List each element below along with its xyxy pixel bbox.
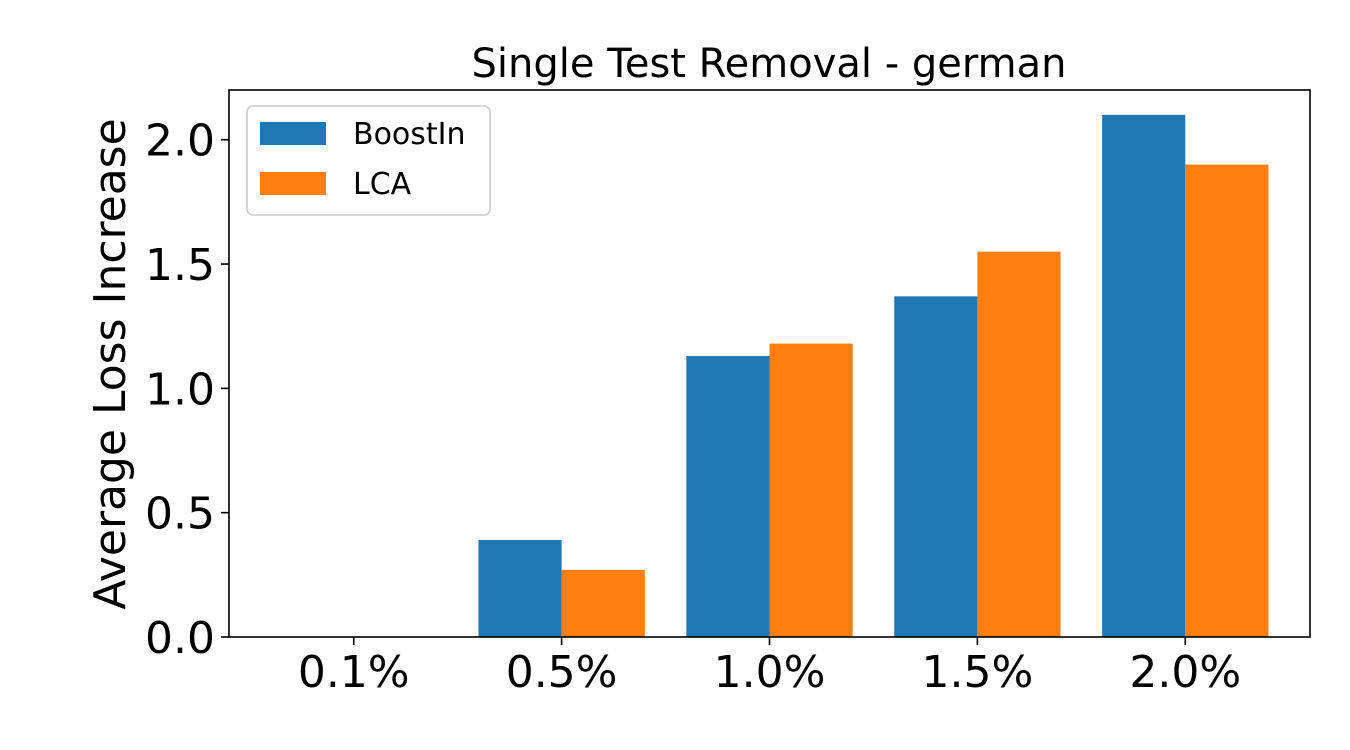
x-axis-ticks: 0.1% 0.5% 1.0% 1.5% 2.0% — [298, 637, 1241, 698]
chart-title: Single Test Removal - german — [472, 41, 1067, 87]
bar-lca-1 — [561, 569, 645, 637]
bar-boostin-1 — [478, 540, 562, 637]
legend-swatch-boostin — [260, 122, 326, 145]
bar-boostin-2 — [686, 356, 770, 637]
y-tick-label: 2.0 — [145, 116, 215, 167]
x-tick-label: 1.5% — [921, 647, 1033, 698]
bar-boostin-3 — [894, 296, 978, 637]
y-tick-label: 1.5 — [145, 240, 215, 291]
bars-group — [478, 114, 1269, 637]
x-tick-label: 1.0% — [714, 647, 826, 698]
bar-boostin-4 — [1102, 114, 1186, 637]
bar-lca-3 — [977, 251, 1061, 637]
plot-area-frame — [228, 89, 1311, 638]
x-tick-label: 0.1% — [298, 647, 410, 698]
y-axis-label: Average Loss Increase — [85, 118, 136, 609]
legend-label-lca: LCA — [353, 167, 412, 202]
y-tick-label: 1.0 — [145, 364, 215, 415]
bar-lca-4 — [1185, 164, 1269, 637]
x-tick-label: 0.5% — [506, 647, 618, 698]
bar-lca-2 — [769, 343, 853, 637]
legend: BoostIn LCA — [246, 105, 491, 216]
legend-swatch-lca — [260, 172, 326, 195]
x-tick-label: 2.0% — [1129, 647, 1241, 698]
legend-label-boostin: BoostIn — [353, 117, 466, 152]
y-tick-label: 0.0 — [145, 613, 215, 664]
y-axis-ticks: 0.0 0.5 1.0 1.5 2.0 — [145, 116, 229, 664]
y-tick-label: 0.5 — [145, 489, 215, 540]
